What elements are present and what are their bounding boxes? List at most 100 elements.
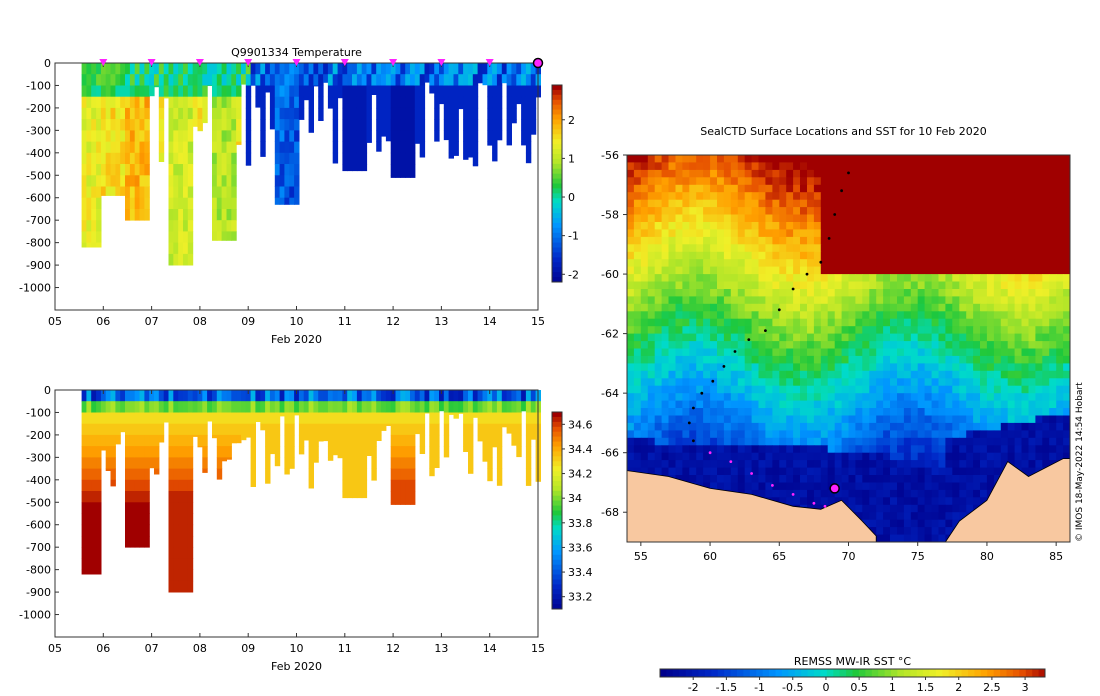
- sst-cell: [931, 437, 939, 446]
- colorbar-swatch: [552, 594, 562, 600]
- profile-cell: [298, 446, 305, 455]
- profile-cell: [139, 107, 145, 120]
- sst-cell: [723, 415, 732, 424]
- sst-cell: [903, 296, 912, 305]
- profile-cell: [91, 524, 97, 537]
- colorbar-swatch: [552, 232, 562, 239]
- sst-cell: [903, 422, 912, 431]
- profile-cell: [419, 119, 426, 131]
- sst-cell: [765, 303, 773, 312]
- profile-cell: [81, 186, 87, 199]
- sst-cell: [869, 289, 877, 297]
- sst-cell: [890, 489, 898, 498]
- profile-cell: [187, 491, 194, 503]
- sst-cell: [1035, 415, 1043, 424]
- sst-cell: [890, 303, 898, 312]
- profile-cell: [405, 141, 411, 154]
- profile-cell: [212, 175, 218, 187]
- profile-cell: [216, 130, 223, 142]
- sst-cell: [876, 318, 884, 327]
- sst-cell: [717, 318, 725, 327]
- sst-cell: [862, 460, 870, 468]
- profile-cell: [86, 547, 92, 559]
- profile-cell: [381, 107, 387, 120]
- sst-cell: [834, 393, 843, 402]
- sst-cell: [890, 512, 898, 521]
- profile-cell: [226, 74, 232, 86]
- profile-cell: [356, 468, 363, 481]
- profile-cell: [371, 434, 377, 447]
- profile-cell: [178, 446, 184, 458]
- sst-cell: [890, 445, 898, 454]
- profile-cell: [86, 220, 92, 232]
- profile-cell: [337, 412, 343, 425]
- sst-cell: [827, 162, 836, 171]
- sst-cell: [848, 311, 856, 320]
- sst-cell: [986, 482, 995, 491]
- colorbar-frame: [551, 84, 563, 283]
- sst-cell: [841, 177, 849, 186]
- sst-cell: [807, 192, 815, 201]
- colorbar-swatch: [552, 227, 562, 234]
- profile-cell: [419, 152, 426, 158]
- sst-cell: [841, 318, 849, 327]
- sst-cell: [993, 259, 1002, 268]
- sst-cell: [689, 430, 697, 439]
- sst-cell: [682, 318, 690, 327]
- profile-cell: [183, 231, 189, 243]
- sst-cell: [682, 207, 690, 215]
- sst-cell: [966, 452, 974, 461]
- sst-cell: [973, 370, 981, 379]
- sst-cell: [758, 445, 766, 454]
- profile-cell: [212, 119, 218, 131]
- sst-cell: [717, 207, 725, 215]
- sst-cell: [1007, 162, 1016, 171]
- sst-cell: [654, 437, 663, 446]
- sst-cell: [710, 408, 718, 416]
- sst-cell: [834, 378, 843, 387]
- profile-cell: [453, 119, 459, 131]
- sst-cell: [841, 289, 849, 297]
- sst-cell: [931, 199, 939, 208]
- sst-cell: [710, 244, 718, 253]
- profile-cell: [347, 164, 353, 172]
- sst-cell: [737, 370, 746, 379]
- profile-cell: [274, 130, 281, 142]
- profile-cell: [318, 434, 324, 442]
- profile-cell: [477, 63, 483, 75]
- profile-cell: [434, 85, 440, 98]
- sst-cell: [820, 155, 829, 163]
- profile-cell: [332, 119, 339, 131]
- profile-cell: [405, 175, 411, 178]
- sst-cell: [1007, 207, 1016, 215]
- sst-cell: [897, 400, 905, 409]
- profile-cell: [274, 141, 281, 154]
- profile-cell: [458, 412, 464, 414]
- colorbar-swatch: [552, 456, 562, 462]
- sst-cell: [647, 385, 656, 394]
- sst-cell: [772, 341, 780, 349]
- profile-cell: [144, 130, 150, 142]
- sst-cell: [723, 311, 732, 320]
- sst-cell: [682, 251, 690, 260]
- colorbar-swatch: [552, 149, 562, 155]
- sst-cell: [730, 430, 739, 439]
- sst-cell: [1049, 430, 1057, 439]
- profile-cell: [265, 401, 271, 413]
- sst-cell: [772, 281, 780, 290]
- profile-cell: [410, 479, 416, 492]
- profile-cell: [308, 130, 314, 133]
- sst-cell: [627, 430, 635, 439]
- profile-cell: [216, 390, 223, 402]
- sst-cell: [959, 497, 967, 506]
- sst-cell: [938, 311, 946, 320]
- sst-cell: [917, 408, 926, 416]
- sst-cell: [897, 266, 905, 275]
- sst-cell: [675, 192, 683, 201]
- profile-cell: [434, 390, 440, 402]
- profile-cell: [125, 423, 131, 436]
- profile-cell: [468, 412, 474, 425]
- sst-cell: [931, 318, 939, 327]
- sst-cell: [723, 251, 732, 260]
- sst-cell: [751, 236, 759, 245]
